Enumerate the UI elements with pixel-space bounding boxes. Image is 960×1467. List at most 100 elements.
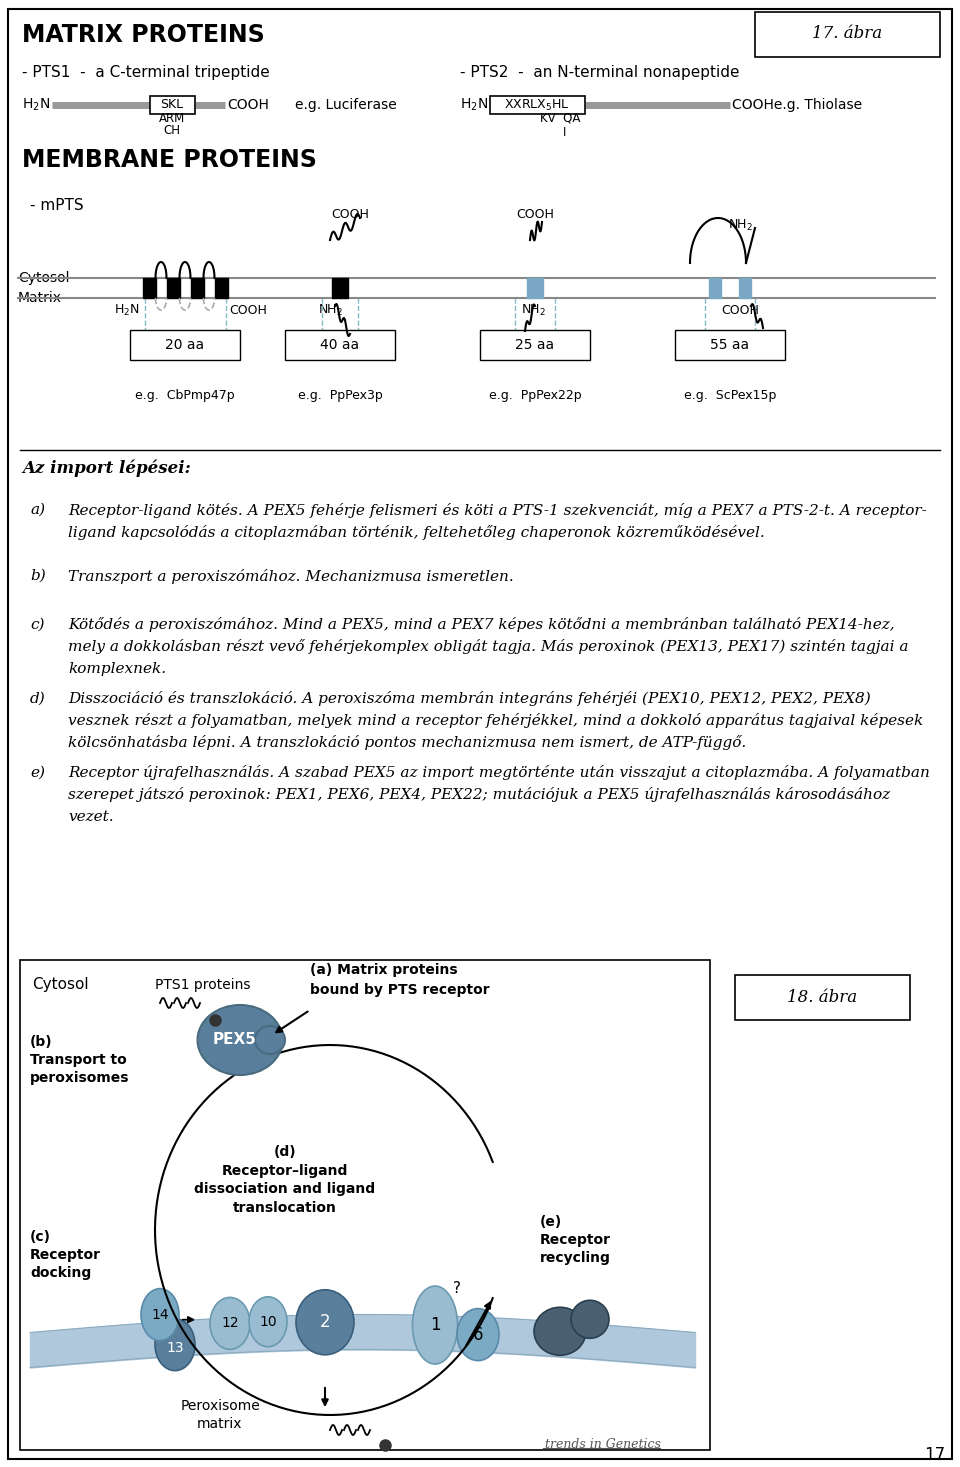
Text: (b)
Transport to
peroxisomes: (b) Transport to peroxisomes (30, 1034, 130, 1086)
Ellipse shape (155, 1319, 195, 1370)
Text: Peroxisome
matrix: Peroxisome matrix (180, 1400, 260, 1430)
Text: e.g.  CbPmp47p: e.g. CbPmp47p (135, 389, 235, 402)
Text: NH$_2$: NH$_2$ (520, 302, 545, 317)
Text: e): e) (30, 766, 45, 780)
Bar (675, 330, 785, 359)
Text: CH: CH (163, 123, 180, 136)
Text: Disszociáció és transzlokáció. A peroxiszóma membrán integráns fehérjéi (PEX10, : Disszociáció és transzlokáció. A peroxis… (68, 691, 871, 707)
Bar (490, 95, 585, 114)
Text: 40 aa: 40 aa (321, 337, 360, 352)
Text: (c)
Receptor
docking: (c) Receptor docking (30, 1229, 101, 1281)
Text: Cytosol: Cytosol (32, 977, 88, 993)
Text: PEX5: PEX5 (213, 1033, 257, 1047)
Ellipse shape (534, 1307, 586, 1356)
Text: COOH: COOH (229, 304, 268, 317)
Text: 13: 13 (166, 1341, 183, 1354)
Text: I: I (564, 126, 566, 138)
Text: H$_2$N: H$_2$N (114, 302, 139, 317)
Text: MEMBRANE PROTEINS: MEMBRANE PROTEINS (22, 148, 317, 172)
Bar (20, 959, 710, 1449)
Text: Receptor újrafelhasználás. A szabad PEX5 az import megtörténte után visszajut a : Receptor újrafelhasználás. A szabad PEX5… (68, 766, 930, 780)
Text: b): b) (30, 569, 46, 582)
Text: SKL: SKL (160, 98, 183, 111)
Bar (527, 279, 543, 298)
Text: MATRIX PROTEINS: MATRIX PROTEINS (22, 23, 265, 47)
Text: e.g. Luciferase: e.g. Luciferase (295, 98, 396, 111)
Text: H$_2$N: H$_2$N (460, 97, 488, 113)
Text: 17: 17 (924, 1446, 945, 1464)
Bar (739, 279, 751, 298)
Ellipse shape (296, 1289, 354, 1356)
Text: c): c) (30, 618, 44, 632)
Ellipse shape (249, 1297, 287, 1347)
Text: 20 aa: 20 aa (165, 337, 204, 352)
Text: e.g.  PpPex22p: e.g. PpPex22p (489, 389, 582, 402)
Text: 55 aa: 55 aa (710, 337, 750, 352)
Bar (150, 95, 195, 114)
Text: Receptor-ligand kötés. A PEX5 fehérje felismeri és köti a PTS-1 szekvenciát, míg: Receptor-ligand kötés. A PEX5 fehérje fe… (68, 503, 926, 518)
Text: Cytosol: Cytosol (18, 271, 69, 285)
Text: ARM: ARM (158, 111, 185, 125)
Text: COOH: COOH (721, 304, 759, 317)
Ellipse shape (413, 1287, 458, 1364)
Text: - mPTS: - mPTS (30, 198, 84, 213)
Text: COOH: COOH (516, 208, 554, 222)
Ellipse shape (141, 1288, 179, 1341)
Bar (166, 279, 180, 298)
Text: szerepet játszó peroxinok: PEX1, PEX6, PEX4, PEX22; mutációjuk a PEX5 újrafelhas: szerepet játszó peroxinok: PEX1, PEX6, P… (68, 788, 890, 802)
Bar (285, 330, 395, 359)
Bar (755, 12, 940, 57)
Text: NH$_2$: NH$_2$ (318, 302, 343, 317)
Bar (142, 279, 156, 298)
Text: PTS1 proteins: PTS1 proteins (155, 978, 251, 992)
Text: Matrix: Matrix (18, 290, 62, 305)
Bar (735, 976, 910, 1020)
Text: 14: 14 (151, 1307, 169, 1322)
Ellipse shape (457, 1309, 499, 1360)
Text: 10: 10 (259, 1314, 276, 1329)
Text: XXRLX$_5$HL: XXRLX$_5$HL (504, 97, 570, 113)
Text: 25 aa: 25 aa (516, 337, 555, 352)
Bar (480, 330, 590, 359)
Text: 2: 2 (320, 1313, 330, 1331)
Bar (190, 279, 204, 298)
Text: Az import lépései:: Az import lépései: (22, 459, 191, 477)
Bar (332, 279, 348, 298)
Text: e.g.  ScPex15p: e.g. ScPex15p (684, 389, 777, 402)
Text: 18. ábra: 18. ábra (787, 989, 857, 1005)
Text: mely a dokkolásban részt vevő fehérjekomplex obligát tagja. Más peroxinok (PEX13: mely a dokkolásban részt vevő fehérjekom… (68, 640, 908, 654)
Text: ligand kapcsolódás a citoplazmában történik, feltehetőleg chaperonok közreműködé: ligand kapcsolódás a citoplazmában törté… (68, 525, 765, 540)
Text: COOH: COOH (331, 208, 369, 222)
Text: NH$_2$: NH$_2$ (728, 217, 753, 233)
Text: vesznek részt a folyamatban, melyek mind a receptor fehérjékkel, mind a dokkoló : vesznek részt a folyamatban, melyek mind… (68, 713, 924, 729)
Text: (d)
Receptor–ligand
dissociation and ligand
translocation: (d) Receptor–ligand dissociation and lig… (195, 1146, 375, 1215)
Text: 12: 12 (221, 1316, 239, 1331)
Text: 6: 6 (472, 1326, 483, 1344)
Text: 1: 1 (430, 1316, 441, 1334)
Text: vezet.: vezet. (68, 810, 113, 824)
Text: e.g.  PpPex3p: e.g. PpPex3p (298, 389, 382, 402)
Text: KV  QA: KV QA (540, 111, 580, 125)
Text: ?: ? (453, 1281, 461, 1295)
Bar (130, 330, 240, 359)
Text: d): d) (30, 692, 46, 706)
Text: a): a) (30, 503, 45, 516)
Ellipse shape (255, 1025, 285, 1053)
Text: COOH: COOH (227, 98, 269, 111)
Text: COOHe.g. Thiolase: COOHe.g. Thiolase (732, 98, 862, 111)
Text: 17. ábra: 17. ábra (812, 25, 882, 43)
Text: - PTS1  -  a C-terminal tripeptide: - PTS1 - a C-terminal tripeptide (22, 65, 270, 79)
Text: (a) Matrix proteins
bound by PTS receptor: (a) Matrix proteins bound by PTS recepto… (310, 964, 490, 996)
Text: Transzport a peroxiszómához. Mechanizmusa ismeretlen.: Transzport a peroxiszómához. Mechanizmus… (68, 569, 514, 584)
Text: komplexnek.: komplexnek. (68, 662, 166, 676)
Text: kölcsönhatásba lépni. A transzlokáció pontos mechanizmusa nem ismert, de ATP-füg: kölcsönhatásba lépni. A transzlokáció po… (68, 735, 746, 751)
Text: Kötődés a peroxiszómához. Mind a PEX5, mind a PEX7 képes kötődni a membránban ta: Kötődés a peroxiszómához. Mind a PEX5, m… (68, 618, 895, 632)
Text: H$_2$N: H$_2$N (22, 97, 50, 113)
Text: trends in Genetics: trends in Genetics (545, 1439, 660, 1451)
Bar (214, 279, 228, 298)
Ellipse shape (571, 1300, 609, 1338)
Text: - PTS2  -  an N-terminal nonapeptide: - PTS2 - an N-terminal nonapeptide (460, 65, 739, 79)
Ellipse shape (198, 1005, 282, 1075)
Text: (e)
Receptor
recycling: (e) Receptor recycling (540, 1215, 611, 1266)
Ellipse shape (210, 1297, 250, 1350)
